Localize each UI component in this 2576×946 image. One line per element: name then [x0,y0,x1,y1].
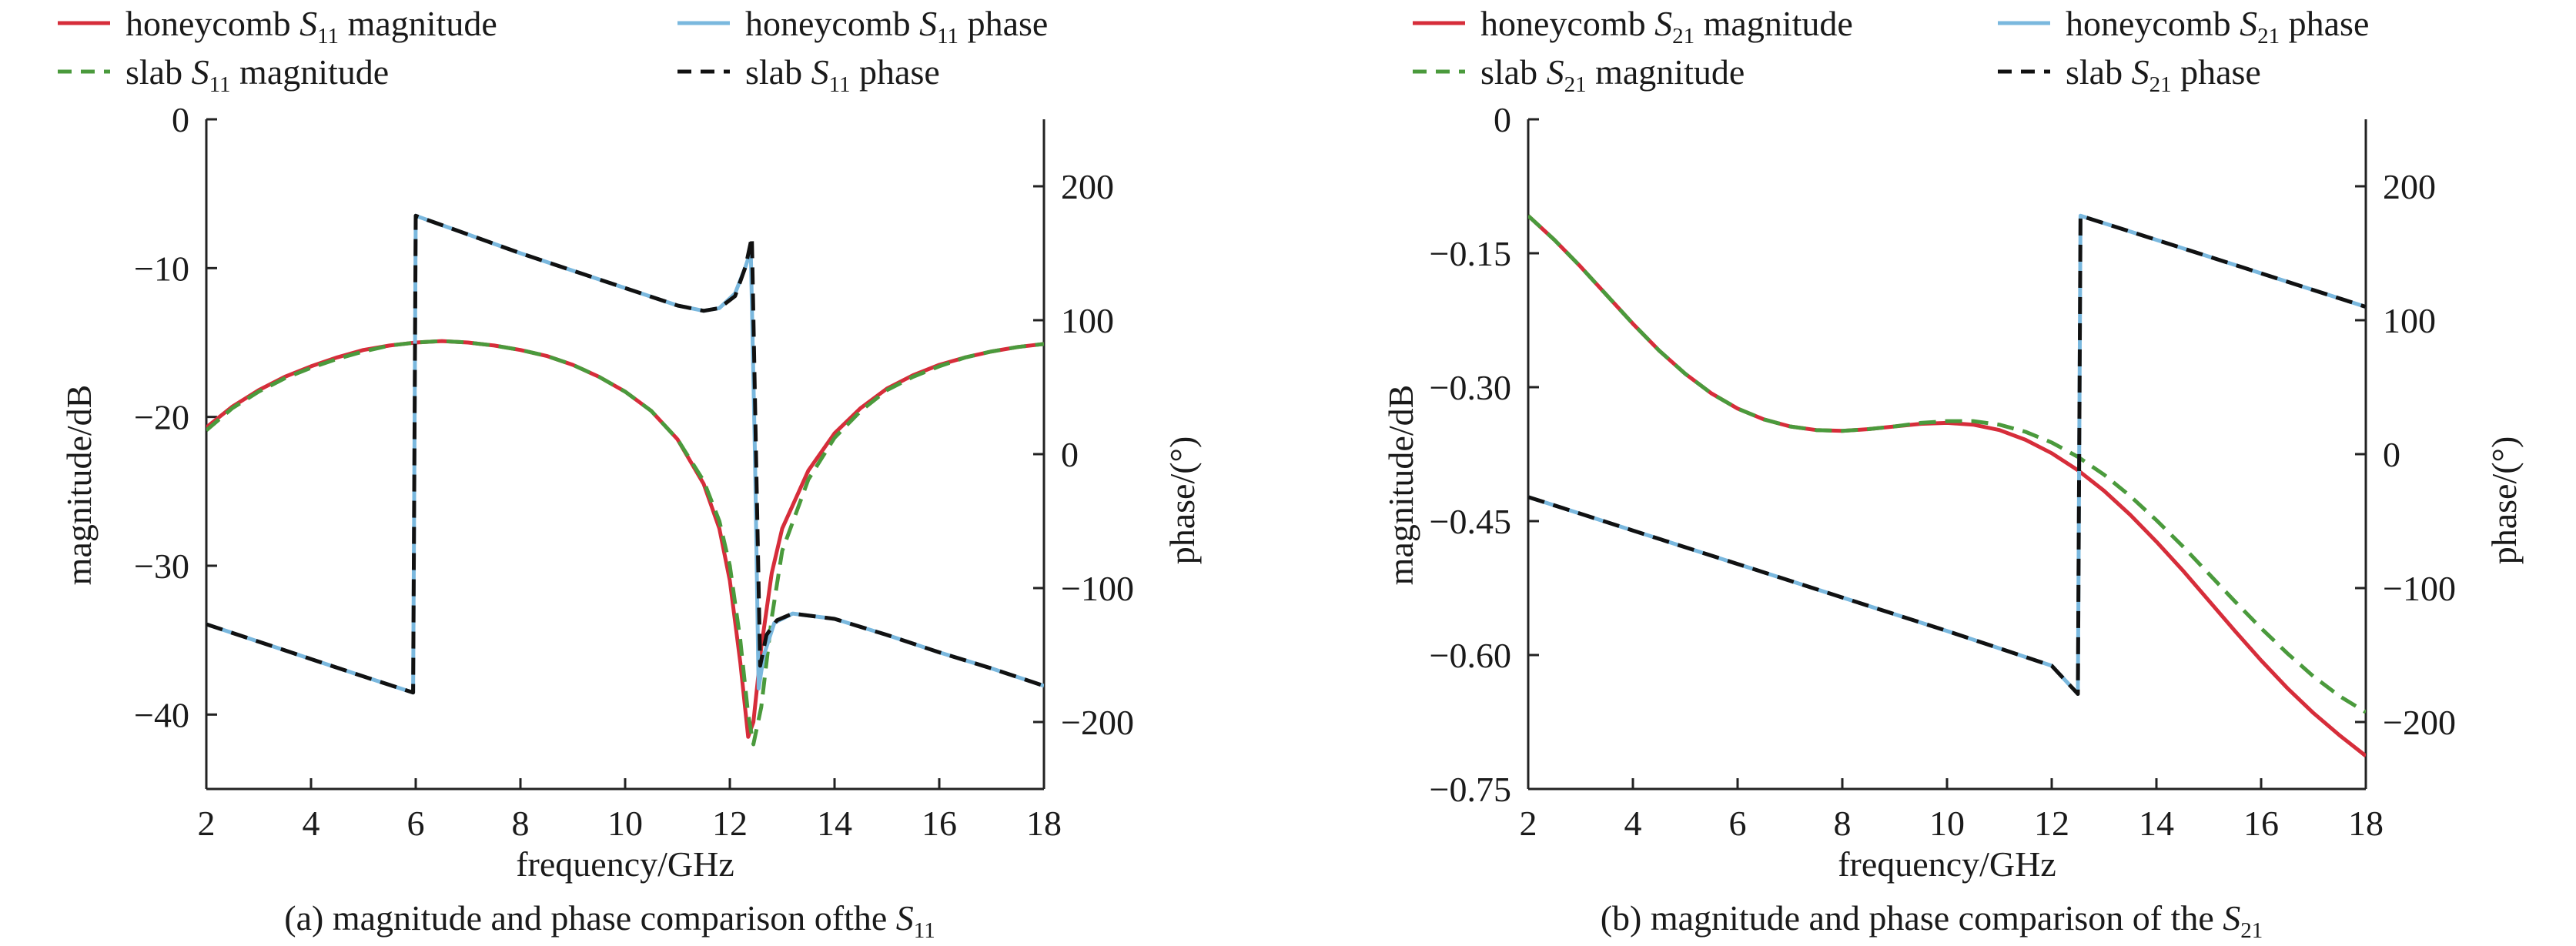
y-left-tick-label: −0.15 [1430,234,1511,273]
y-left-tick-label: 0 [172,100,189,139]
x-tick-label: 10 [607,804,643,843]
x-tick-label: 16 [922,804,957,843]
plot-area [1528,213,2366,758]
y-right-tick-label: 100 [2383,301,2436,340]
y-left-tick-label: 0 [1494,100,1511,139]
x-tick-label: 16 [2243,804,2279,843]
series-line-honeycomb-s11-phase [206,213,1044,695]
x-tick-label: 10 [1929,804,1965,843]
y-right-tick-label: −200 [2383,703,2456,742]
y-right-tick-label: −100 [2383,569,2456,608]
y-left-tick-label: −30 [134,547,189,586]
series-line-slab-s21-magnitude [1528,214,2366,714]
x-tick-label: 4 [303,804,320,843]
series-line-slab-s11-magnitude [206,339,1044,747]
legend-label: honeycomb S11 magnitude [125,4,497,48]
series-line-honeycomb-s21-magnitude [1528,214,2366,758]
legend-label: slab S11 magnitude [125,52,389,97]
x-axis-label: frequency/GHz [1838,844,2056,884]
y-right-tick-label: −100 [1061,569,1134,608]
y-right-tick-label: −200 [1061,703,1134,742]
x-tick-label: 6 [1729,804,1747,843]
legend-label: slab S21 magnitude [1480,52,1745,97]
x-tick-label: 8 [1834,804,1852,843]
figure-caption: (b) magnitude and phase comparison of th… [1601,898,2263,943]
legend-label: slab S21 phase [2066,52,2261,97]
x-tick-label: 14 [817,804,852,843]
legend-label: slab S11 phase [745,52,940,97]
y-right-axis-label: phase/(°) [1163,436,1202,565]
y-right-axis-label: phase/(°) [2484,436,2524,565]
x-tick-label: 12 [712,804,748,843]
y-right-tick-label: 0 [1061,435,1079,474]
series-line-slab-s11-phase [206,213,1044,695]
x-tick-label: 18 [1026,804,1062,843]
y-left-tick-label: −10 [134,249,189,288]
series-line-slab-s21-phase [1528,213,2366,696]
plot-area [206,213,1044,747]
chart-panel-b: 2 4 6 8 10 12 14 16 18 0 −0.15 −0.30 −0.45 −0.60 −0.75… [1381,4,2524,943]
legend-label: honeycomb S21 phase [2066,4,2369,48]
y-left-tick-label: −20 [134,398,189,437]
series-line-honeycomb-s11-magnitude [206,339,1044,739]
y-left-axis-label: magnitude/dB [59,385,99,586]
y-left-tick-label: −0.60 [1430,636,1511,675]
x-tick-label: 12 [2034,804,2069,843]
y-right-tick-label: 100 [1061,301,1114,340]
x-axis-label: frequency/GHz [516,844,734,884]
y-left-axis-label: magnitude/dB [1381,385,1420,586]
y-left-tick-label: −40 [134,695,189,734]
chart-panel-a: 2 4 6 8 10 12 14 16 18 0 −10 −20 −30 −40 200 100 0 −100 −2… [58,4,1202,943]
x-tick-label: 8 [512,804,530,843]
legend-label: honeycomb S21 magnitude [1480,4,1853,48]
figure-caption: (a) magnitude and phase comparison ofthe… [284,898,935,943]
x-tick-label: 14 [2139,804,2174,843]
y-right-tick-label: 0 [2383,435,2400,474]
y-right-tick-label: 200 [2383,167,2436,206]
x-tick-label: 6 [407,804,425,843]
y-left-tick-label: −0.45 [1430,502,1511,541]
series-line-honeycomb-s21-phase [1528,213,2366,696]
legend-label: honeycomb S11 phase [745,4,1048,48]
x-tick-label: 2 [1520,804,1537,843]
x-tick-label: 2 [198,804,216,843]
y-left-tick-label: −0.30 [1430,368,1511,407]
y-left-tick-label: −0.75 [1430,770,1511,809]
x-tick-label: 18 [2348,804,2384,843]
y-right-tick-label: 200 [1061,167,1114,206]
x-tick-label: 4 [1624,804,1642,843]
